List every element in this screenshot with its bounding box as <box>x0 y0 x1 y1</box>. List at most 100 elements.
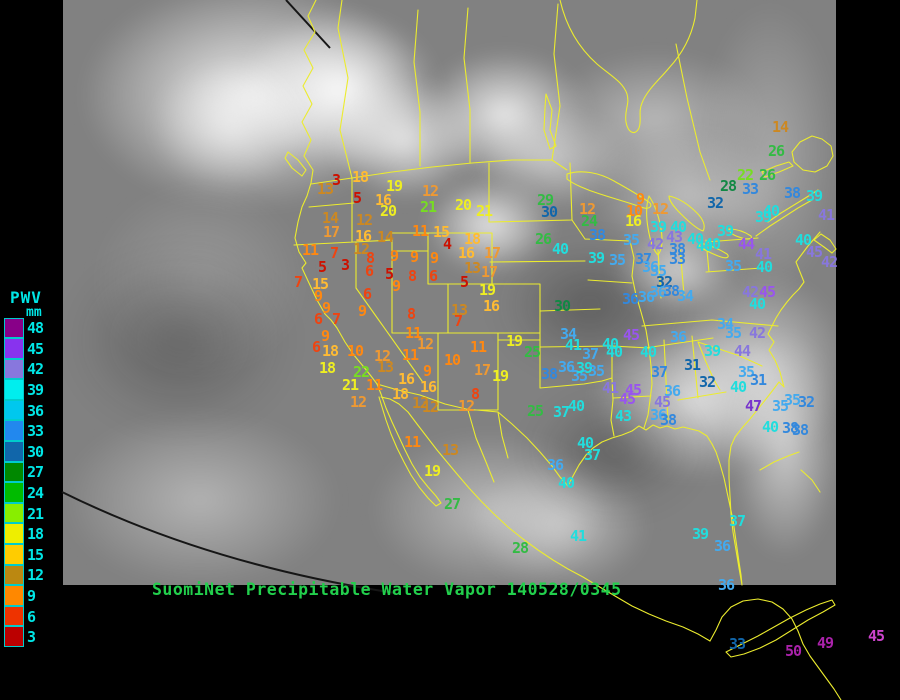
station-value: 26 <box>767 142 785 161</box>
station-value: 5 <box>352 189 362 208</box>
station-value: 40 <box>695 237 713 256</box>
station-value: 9 <box>389 247 399 266</box>
station-value: 12 <box>457 397 475 416</box>
legend-entry: 12 <box>4 564 44 586</box>
station-value: 12 <box>421 398 439 417</box>
station-value: 40 <box>567 397 585 416</box>
station-value: 44 <box>733 342 751 361</box>
station-value: 39 <box>691 525 709 544</box>
station-value: 17 <box>483 244 501 263</box>
station-value: 16 <box>624 212 642 231</box>
legend-swatch <box>4 420 24 442</box>
station-value: 40 <box>557 474 575 493</box>
station-value: 45 <box>618 390 636 409</box>
station-value: 41 <box>817 206 835 225</box>
legend-entry: 36 <box>4 399 44 421</box>
station-value: 40 <box>794 231 812 250</box>
station-value: 14 <box>771 118 789 137</box>
station-value: 49 <box>816 634 834 653</box>
station-value: 32 <box>706 194 724 213</box>
station-value: 36 <box>669 328 687 347</box>
legend-entry: 27 <box>4 461 44 483</box>
legend-entry: 18 <box>4 523 44 545</box>
legend-swatch <box>4 564 24 586</box>
station-value: 19 <box>505 332 523 351</box>
station-value: 39 <box>649 218 667 237</box>
station-value: 11 <box>365 376 383 395</box>
station-value: 32 <box>698 373 716 392</box>
station-value: 5 <box>459 273 469 292</box>
station-value: 19 <box>423 462 441 481</box>
station-value: 35 <box>587 362 605 381</box>
legend-value: 6 <box>27 607 36 626</box>
station-value: 6 <box>428 267 438 286</box>
station-value: 27 <box>443 495 461 514</box>
station-value: 30 <box>540 203 558 222</box>
station-value: 20 <box>379 202 397 221</box>
station-value: 37 <box>583 446 601 465</box>
station-value: 11 <box>469 338 487 357</box>
station-value: 41 <box>569 527 587 546</box>
station-value: 33 <box>728 635 746 654</box>
station-value: 18 <box>321 342 339 361</box>
station-value: 25 <box>523 343 541 362</box>
station-value: 39 <box>805 187 823 206</box>
legend-value: 42 <box>27 360 44 379</box>
legend-entry: 15 <box>4 544 44 566</box>
legend-swatch <box>4 482 24 503</box>
station-value: 19 <box>491 367 509 386</box>
station-value: 40 <box>551 240 569 259</box>
legend-value: 39 <box>27 381 44 400</box>
station-value: 41 <box>601 379 619 398</box>
station-value: 13 <box>316 180 334 199</box>
pwv-legend: PWV mm 48 45 42 39 36 33 30 27 24 21 18 15 12 9 6 3 <box>4 288 44 648</box>
station-value: 18 <box>391 385 409 404</box>
station-value: 38 <box>659 411 677 430</box>
legend-entry: 3 <box>4 626 43 648</box>
station-value: 38 <box>588 226 606 245</box>
legend-title: PWV <box>10 288 42 307</box>
station-value: 13 <box>376 358 394 377</box>
station-value: 38 <box>540 365 558 384</box>
station-value: 37 <box>650 363 668 382</box>
legend-value: 33 <box>27 422 44 441</box>
legend-swatch <box>4 605 24 627</box>
station-value: 35 <box>622 231 640 250</box>
legend-entry: 24 <box>4 482 44 504</box>
legend-value: 45 <box>27 339 44 358</box>
station-value: 11 <box>411 222 429 241</box>
station-value: 9 <box>391 277 401 296</box>
station-value: 25 <box>526 402 544 421</box>
legend-swatch <box>4 441 24 462</box>
station-value: 17 <box>473 361 491 380</box>
legend-swatch <box>4 338 24 359</box>
station-value: 11 <box>301 241 319 260</box>
station-value: 17 <box>480 263 498 282</box>
station-value: 43 <box>614 407 632 426</box>
station-value: 36 <box>713 537 731 556</box>
legend-value: 12 <box>27 566 44 585</box>
station-value: 42 <box>820 253 838 272</box>
station-value: 7 <box>293 273 303 292</box>
station-value: 35 <box>724 257 742 276</box>
legend-swatch <box>4 379 24 400</box>
legend-entry: 6 <box>4 605 43 627</box>
legend-swatch <box>4 358 24 380</box>
legend-swatch <box>4 585 24 606</box>
station-value: 6 <box>313 310 323 329</box>
station-value: 35 <box>608 251 626 270</box>
legend-value: 36 <box>27 401 44 420</box>
station-value: 40 <box>605 343 623 362</box>
station-value: 47 <box>744 397 762 416</box>
station-value: 20 <box>454 196 472 215</box>
station-value: 7 <box>329 244 339 263</box>
station-value: 44 <box>737 235 755 254</box>
image-title: SuomiNet Precipitable Water Vapor 140528… <box>152 580 622 599</box>
station-value: 39 <box>703 342 721 361</box>
station-value: 10 <box>443 351 461 370</box>
station-value: 7 <box>453 312 463 331</box>
station-value: 21 <box>475 202 493 221</box>
legend-scale: 48 45 42 39 36 33 30 27 24 21 18 15 12 9 6 3 <box>4 317 44 648</box>
station-value: 38 <box>791 421 809 440</box>
